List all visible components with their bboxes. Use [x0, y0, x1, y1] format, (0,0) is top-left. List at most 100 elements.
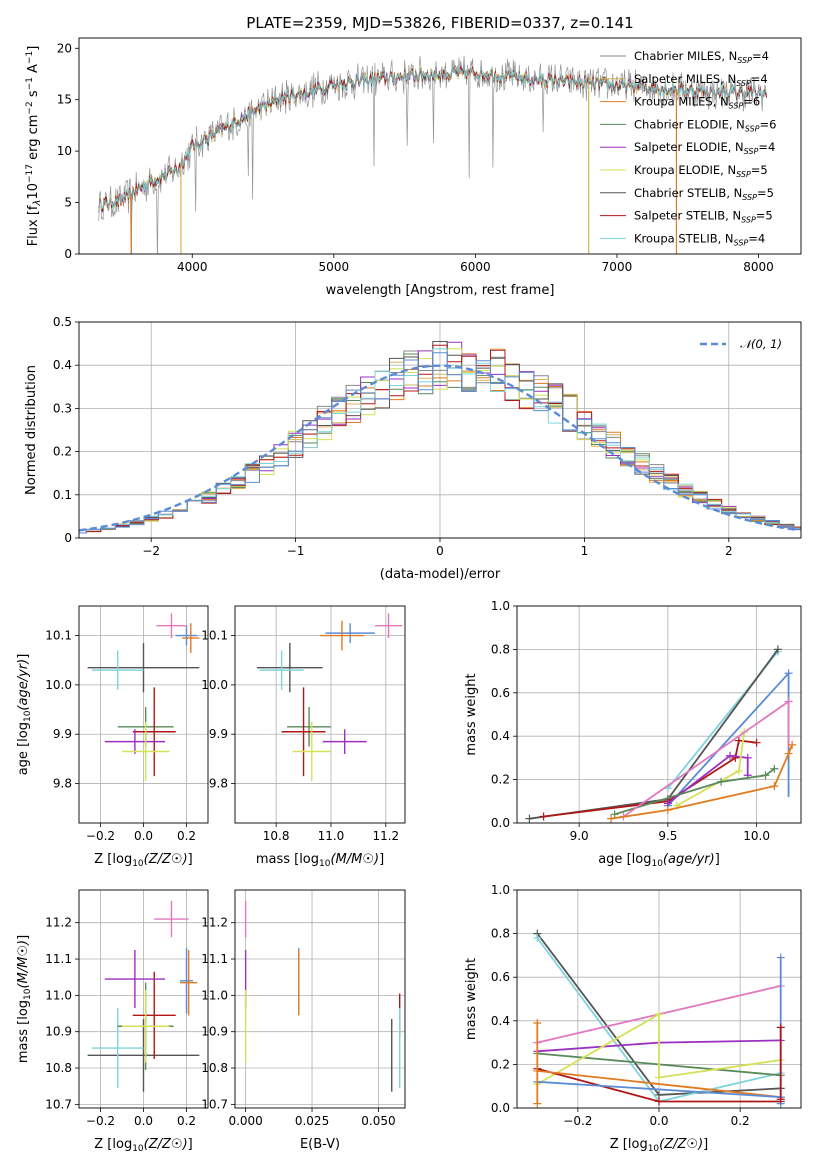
- error-bar-point: [91, 1008, 144, 1089]
- legend-rest: =4: [752, 49, 769, 63]
- legend-label: Kroupa STELIB, NSSP=4: [634, 231, 765, 247]
- x-axis-label: mass [log10(M/M☉)]: [256, 852, 384, 869]
- weight-series-line: [537, 1080, 781, 1098]
- error-bar-point: [259, 650, 304, 690]
- normal-curve: [79, 364, 799, 532]
- error-bar-point: [182, 623, 200, 653]
- y-tick-label: 10.7: [201, 1097, 228, 1111]
- legend-label: 𝒩(0, 1): [740, 337, 782, 351]
- y-tick-label: 0.2: [53, 445, 72, 459]
- label-rest: ]: [715, 852, 720, 867]
- y-tick-label: 20: [57, 41, 72, 55]
- weight-point-marker: [655, 1073, 663, 1082]
- label-sub: 10: [132, 1144, 144, 1154]
- legend-sub: SSP: [736, 79, 751, 88]
- weight_vs_age-marks: [525, 645, 797, 823]
- y-tick-label: 9.9: [209, 727, 228, 741]
- error-bar-point: [320, 620, 364, 651]
- y-tick-label: 5: [64, 196, 72, 210]
- weight-point-marker: [539, 812, 548, 821]
- y-tick-label: 0.6: [491, 686, 510, 700]
- y-tick-label: 0.6: [491, 970, 510, 984]
- x-tick-label: 6000: [460, 260, 491, 274]
- error-bar-point: [287, 707, 331, 747]
- label-rest: ]: [188, 1137, 193, 1152]
- error-bar-point: [122, 989, 170, 1063]
- y-tick-label: 10.1: [201, 629, 228, 643]
- y-tick-label: 10.9: [45, 1025, 72, 1039]
- y-tick-label: 1.0: [491, 883, 510, 897]
- y-tick-label: 10.1: [45, 629, 72, 643]
- x-tick-label: −0.2: [86, 1114, 115, 1128]
- error-bar-point: [87, 1018, 200, 1092]
- weight-point-marker: [533, 1018, 542, 1027]
- legend-sub: SSP: [741, 216, 756, 225]
- label-part: mass [log: [256, 852, 319, 867]
- error-bar-point: [104, 729, 165, 754]
- label-sub: 10: [648, 1144, 660, 1154]
- label-arg: (Z/Z☉): [659, 1137, 703, 1152]
- x-tick-label: 0.0: [134, 1114, 153, 1128]
- y-tick-label: 9.8: [209, 777, 228, 791]
- error-bar-point: [292, 721, 331, 782]
- label-sub: 10: [132, 859, 144, 869]
- legend-rest: =5: [756, 209, 773, 223]
- weight-point-marker: [776, 1095, 785, 1104]
- y-tick-label: 11.0: [201, 988, 228, 1002]
- label-sub: 10: [23, 710, 33, 722]
- legend-sub: SSP: [745, 124, 760, 133]
- weight_vs_age-panel: 9.0 9.5 10.0 0.0 0.2 0.4 0.6 0.8 1.0 age [log10(a…: [464, 599, 802, 869]
- x-tick-label: 10.0: [743, 829, 770, 843]
- error-bar-point: [325, 623, 375, 643]
- label-arg: (age/yr): [16, 659, 31, 711]
- x-axis-label: (data-model)/error: [380, 567, 501, 582]
- x-tick-label: 10.8: [263, 829, 290, 843]
- residual-histogram: [79, 352, 801, 534]
- y-tick-label: 11.2: [201, 916, 228, 930]
- weight-series-line: [667, 754, 749, 805]
- y-tick-label: 10.0: [201, 678, 228, 692]
- y-tick-label: 0.1: [53, 488, 72, 502]
- axes-frame: [78, 605, 209, 824]
- legend-rest: =5: [751, 163, 768, 177]
- weight-point-marker: [784, 749, 793, 758]
- label-part: Z [log: [94, 1137, 132, 1152]
- y-tick-label: 10.0: [45, 678, 72, 692]
- label-rest: ]: [16, 935, 31, 940]
- legend-rest: =5: [757, 186, 774, 200]
- weight-point-marker: [752, 738, 761, 747]
- legend-label: Salpeter STELIB, NSSP=5: [634, 209, 773, 225]
- y-axis-label: Flux [fλ10−17 erg cm−2 s−1 A−1]: [25, 46, 43, 247]
- weight-point-marker: [770, 764, 779, 773]
- y-tick-label: 0.3: [53, 401, 72, 415]
- x-tick-label: 0.050: [361, 1114, 395, 1128]
- figure-title: PLATE=2359, MJD=53826, FIBERID=0337, z=0…: [246, 14, 633, 32]
- x-tick-label: 0.0: [134, 829, 153, 843]
- x-tick-label: 8000: [743, 260, 774, 274]
- label-part: Z [log: [94, 852, 132, 867]
- x-tick-label: 11.0: [318, 829, 345, 843]
- x-axis-label: E(B-V): [300, 1137, 340, 1152]
- label-sub: 10: [651, 859, 663, 869]
- age_vs_Z-panel: −0.2 0.0 0.29.89.910.010.1Z [log10(Z/Z☉)]a…: [16, 605, 209, 869]
- y-tick-label: 0.8: [491, 927, 510, 941]
- mass_vs_Z-marks: [87, 900, 200, 1092]
- label-sub: 10: [23, 988, 33, 1000]
- error-bar-point: [132, 687, 176, 777]
- weight-point-marker: [734, 736, 743, 745]
- label-arg: (age/yr): [663, 852, 715, 867]
- error-bar-point: [156, 613, 187, 639]
- label-rest: ]: [379, 852, 384, 867]
- x-tick-label: −0.2: [563, 1114, 592, 1128]
- y-tick-label: 0.2: [491, 1057, 510, 1071]
- legend-rest: =6: [743, 95, 760, 109]
- y-tick-label: 10.7: [45, 1097, 72, 1111]
- weight-point-marker: [533, 1099, 542, 1108]
- x-tick-label: 2: [725, 544, 733, 558]
- weight-series-line: [537, 1070, 781, 1098]
- age_vs_mass-panel: 10.8 11.0 11.2 9.8 9.9 10.0 10.1 mass [log10(M/…: [201, 605, 406, 869]
- legend-sub: SSP: [729, 102, 744, 111]
- y-tick-label: 10.8: [201, 1061, 228, 1075]
- legend-label: Chabrier STELIB, NSSP=5: [634, 186, 774, 202]
- label-arg: (M/M☉): [330, 852, 379, 867]
